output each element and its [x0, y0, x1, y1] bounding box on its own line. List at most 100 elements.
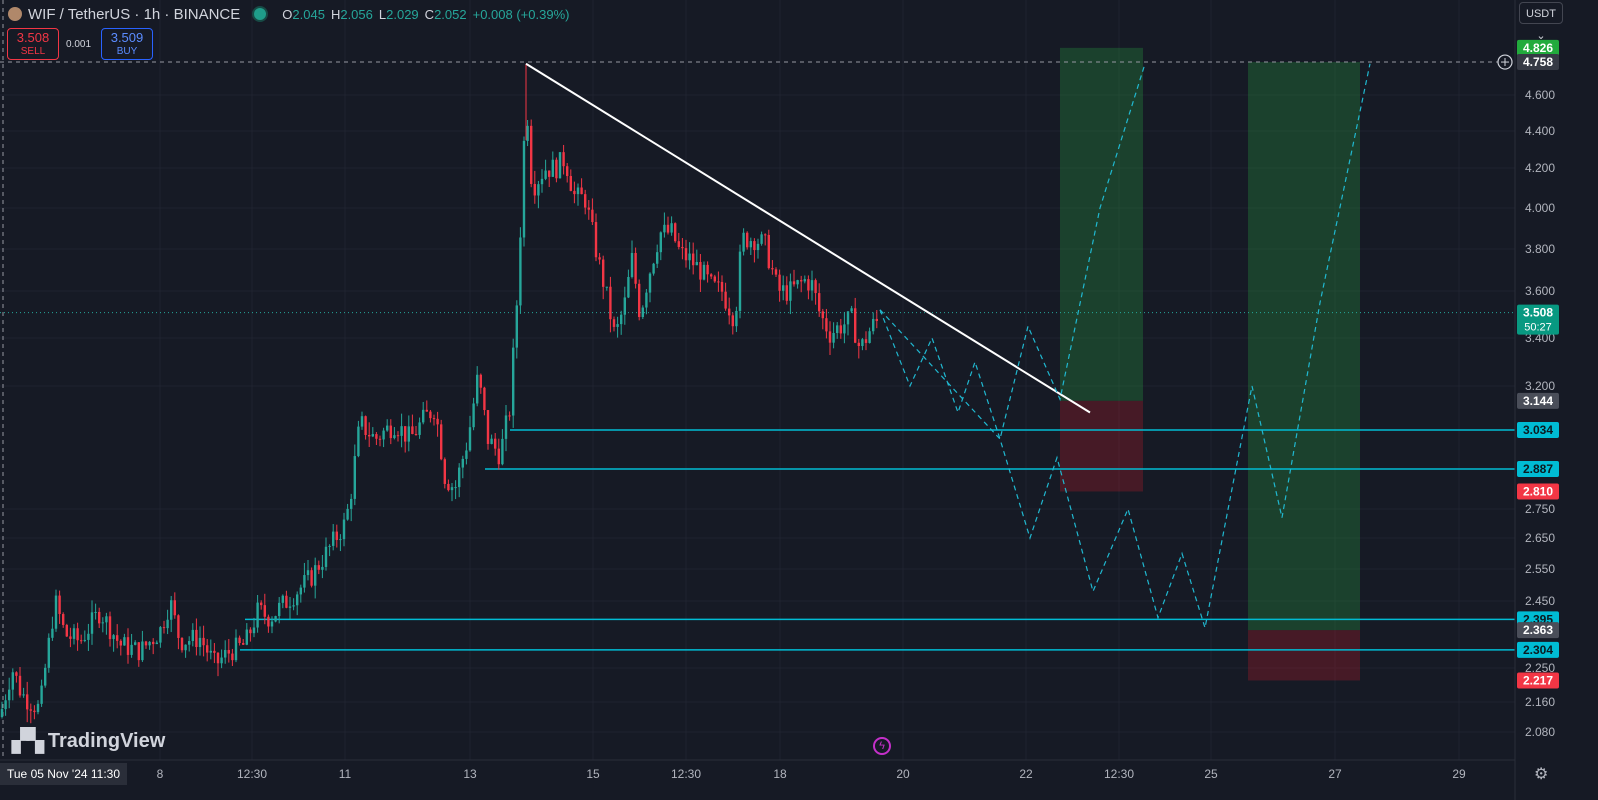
candle-body	[148, 641, 151, 646]
market-status-icon[interactable]	[252, 6, 269, 22]
candle-body	[645, 292, 648, 308]
candle-body	[220, 657, 223, 664]
candle-body	[584, 194, 587, 208]
candle-body	[864, 339, 868, 343]
entry-price-tag: 3.144	[1523, 394, 1553, 408]
candle-body	[216, 652, 220, 664]
candle-body	[94, 611, 97, 613]
flash-icon[interactable]: ϟ	[873, 737, 891, 755]
candle-body	[738, 251, 742, 311]
level-price-tag: 2.887	[1523, 462, 1553, 476]
candle-body	[558, 152, 562, 179]
candle-body	[785, 285, 788, 301]
candle-body	[526, 125, 529, 141]
position-profit-zone	[1248, 62, 1360, 631]
candle-body	[551, 159, 554, 177]
candle-body	[569, 176, 572, 191]
candle-body	[436, 418, 439, 425]
y-tick-label: 4.200	[1525, 161, 1555, 175]
candle-body	[450, 487, 454, 491]
candle-body	[263, 605, 266, 617]
x-tick-label: 29	[1452, 767, 1466, 781]
gear-icon[interactable]: ⚙	[1534, 766, 1549, 783]
candle-body	[296, 594, 299, 606]
buy-button[interactable]: 3.509 BUY	[101, 28, 153, 60]
candle-body	[130, 644, 133, 655]
sell-button[interactable]: 3.508 SELL	[7, 28, 59, 60]
candle-body	[40, 685, 43, 704]
current-price-tag-bg	[1517, 304, 1559, 335]
candle-body	[411, 426, 414, 435]
projection-path-2	[879, 63, 1371, 628]
candle-body	[116, 635, 119, 641]
candle-body	[69, 636, 72, 639]
candle-body	[80, 640, 83, 642]
candle-body	[602, 259, 605, 287]
current-price-tag: 3.508	[1523, 306, 1553, 320]
candle-body	[594, 222, 598, 258]
y-tick-label: 3.800	[1525, 242, 1555, 256]
target-price-tag: 4.826	[1523, 41, 1553, 55]
candle-body	[414, 434, 418, 436]
price-axis: 4.6004.4004.2004.0003.8003.6003.4003.200…	[1514, 0, 1559, 800]
level-price-tag-bg	[1517, 422, 1559, 438]
candle-body	[846, 311, 850, 325]
candle-body	[486, 410, 490, 444]
stop-price-tag-bg	[1517, 672, 1559, 689]
candle-body	[494, 438, 497, 449]
candle-body	[159, 627, 162, 643]
candle-body	[108, 616, 112, 640]
candle-body	[861, 339, 864, 347]
candle-body	[850, 308, 853, 312]
candle-body	[177, 615, 180, 638]
candle-body	[170, 600, 173, 620]
candle-body	[710, 274, 713, 277]
candle-body	[443, 459, 446, 484]
x-tick-label: 8	[157, 767, 164, 781]
candle-body	[454, 487, 457, 489]
candle-body	[674, 223, 677, 242]
candle-body	[627, 276, 630, 298]
candle-body	[810, 280, 814, 291]
drawings	[525, 54, 1513, 628]
candle-body	[425, 409, 428, 412]
position-zones	[1060, 47, 1360, 681]
x-tick-label: 12:30	[237, 767, 267, 781]
candle-body	[731, 315, 734, 327]
candle-body	[670, 223, 673, 233]
candle-body	[796, 280, 799, 285]
symbol-title[interactable]: WIF / TetherUS · 1h · BINANCE	[28, 5, 241, 23]
candle-body	[868, 331, 871, 343]
candle-body	[87, 633, 90, 640]
candle-body	[562, 152, 565, 167]
y-tick-label: 2.750	[1525, 502, 1555, 516]
candle-body	[195, 629, 198, 648]
candle-body	[152, 641, 155, 645]
candle-body	[342, 519, 346, 540]
candle-body	[206, 645, 209, 653]
candle-body	[332, 531, 335, 546]
tradingview-wordmark: TradingView	[47, 729, 166, 752]
wif-coin-icon	[8, 7, 22, 21]
candle-body	[566, 166, 569, 177]
currency-selector[interactable]: USDT ⌄	[1519, 2, 1563, 42]
candle-body	[353, 456, 356, 499]
candle-body	[368, 434, 371, 437]
ohlc-low: L2.029	[378, 6, 419, 22]
time-axis: 8 12:30 11 13 15 12:30 18 20 22 12:30 25 27 29	[0, 759, 1515, 781]
candle-body	[314, 565, 317, 586]
candle-body	[576, 187, 580, 195]
level-price-tag-bg	[1517, 641, 1559, 658]
candle-body	[119, 640, 122, 646]
y-tick-label: 2.250	[1525, 661, 1555, 675]
candle-body	[620, 314, 623, 325]
candle-body	[112, 635, 115, 640]
candle-body	[310, 570, 313, 586]
candle-body	[872, 318, 875, 332]
candle-body	[238, 637, 241, 644]
candle-body	[440, 424, 443, 460]
candle-body	[378, 438, 382, 440]
candle-body	[224, 650, 227, 658]
chart-header: WIF / TetherUS · 1h · BINANCE O2.045 H2.…	[8, 4, 569, 24]
